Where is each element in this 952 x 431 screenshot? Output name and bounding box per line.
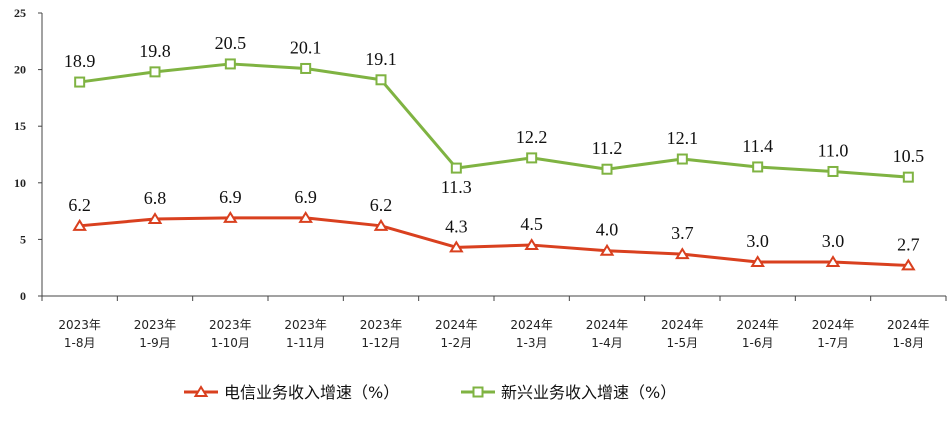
triangle-marker [901, 258, 916, 271]
x-tick-label-year: 2024年 [661, 318, 704, 332]
square-marker [827, 165, 839, 177]
square-marker [74, 76, 86, 88]
data-label: 20.1 [290, 37, 322, 57]
data-label: 3.0 [746, 231, 769, 251]
data-label: 11.2 [592, 138, 623, 158]
series-emerging-revenue: 18.9 19.8 20.5 20.1 19.1 11.3 12.2 11.2 12.1 11.4… [64, 33, 924, 197]
triangle-marker [72, 218, 87, 231]
series-line [79, 216, 909, 267]
square-marker [224, 58, 236, 70]
y-tick-label: 20 [14, 63, 26, 77]
data-label: 6.9 [294, 187, 317, 207]
x-tick-label-year: 2023年 [134, 318, 177, 332]
data-label: 4.3 [445, 216, 468, 236]
x-axis-ticks: 2023年 1-8月 2023年 1-9月 2023年 1-10月 2023年 1-11月 20… [41, 296, 947, 350]
y-tick-label: 10 [14, 176, 26, 190]
square-marker [149, 66, 161, 78]
data-label: 6.2 [68, 195, 91, 215]
triangle-marker [298, 210, 313, 223]
triangle-marker [373, 218, 389, 231]
x-tick-label-period: 1-8月 [893, 336, 925, 350]
legend-triangle-marker [193, 385, 209, 397]
square-marker [526, 152, 538, 164]
triangle-marker [599, 243, 615, 256]
triangle-marker [675, 247, 690, 260]
chart-legend: 电信业务收入增速（%） 新兴业务收入增速（%） [184, 383, 676, 402]
data-label: 2.7 [897, 234, 920, 254]
legend-square-marker [472, 386, 484, 398]
x-tick-label-year: 2024年 [736, 318, 779, 332]
legend-label: 电信业务收入增速（%） [224, 383, 399, 402]
data-label: 6.8 [144, 188, 167, 208]
data-label: 11.3 [441, 177, 472, 197]
square-marker [375, 74, 387, 86]
chart-series: 6.2 6.8 6.9 6.9 6.2 4.3 4.5 4.0 3.7 3.0 3.0 2.7 18.9… [64, 33, 924, 271]
data-label: 18.9 [64, 51, 96, 71]
data-label: 10.5 [893, 146, 925, 166]
data-label: 19.8 [139, 41, 171, 61]
data-label: 20.5 [215, 33, 247, 53]
triangle-marker [825, 255, 841, 268]
data-label: 12.1 [667, 128, 699, 148]
x-tick-label-year: 2023年 [209, 318, 252, 332]
triangle-marker [223, 210, 238, 223]
data-label: 12.2 [516, 127, 548, 147]
triangle-marker [449, 240, 464, 253]
legend-item-emerging: 新兴业务收入增速（%） [461, 383, 676, 402]
x-tick-label-period: 1-11月 [286, 336, 325, 350]
x-tick-label-period: 1-10月 [211, 336, 250, 350]
square-marker [752, 161, 764, 173]
x-tick-label-year: 2023年 [284, 318, 327, 332]
square-marker [450, 162, 462, 174]
x-tick-label-period: 1-2月 [441, 336, 473, 350]
legend-item-telecom: 电信业务收入增速（%） [184, 383, 399, 402]
data-label: 3.7 [671, 223, 694, 243]
y-tick-label: 0 [20, 289, 26, 303]
square-marker [676, 153, 688, 165]
square-marker [601, 163, 613, 175]
data-label: 4.0 [596, 220, 619, 240]
y-tick-label: 5 [20, 232, 26, 246]
x-tick-label-period: 1-7月 [817, 336, 849, 350]
triangle-marker [750, 255, 765, 268]
data-label: 6.9 [219, 187, 242, 207]
x-tick-label-period: 1-3月 [516, 336, 548, 350]
x-tick-label-period: 1-8月 [64, 336, 96, 350]
x-tick-label-period: 1-5月 [667, 336, 699, 350]
x-tick-label-year: 2024年 [887, 318, 930, 332]
legend-label: 新兴业务收入增速（%） [501, 383, 676, 402]
triangle-marker [524, 238, 539, 251]
data-label: 6.2 [370, 195, 393, 215]
x-tick-label-period: 1-9月 [139, 336, 171, 350]
data-label: 11.0 [818, 140, 849, 160]
square-marker [902, 171, 914, 183]
chart-axes [41, 13, 946, 297]
x-tick-label-year: 2023年 [58, 318, 101, 332]
series-line [79, 62, 909, 179]
y-axis-ticks: 0 5 10 15 20 25 [14, 6, 42, 303]
x-tick-label-year: 2024年 [812, 318, 855, 332]
data-label: 3.0 [822, 231, 845, 251]
x-tick-label-year: 2024年 [510, 318, 553, 332]
square-marker [300, 62, 312, 74]
data-label: 11.4 [742, 136, 773, 156]
y-tick-label: 25 [14, 6, 26, 20]
triangle-marker [147, 212, 163, 225]
x-tick-label-year: 2024年 [435, 318, 478, 332]
x-tick-label-period: 1-12月 [361, 336, 400, 350]
data-label: 4.5 [520, 214, 543, 234]
x-tick-label-period: 1-4月 [591, 336, 623, 350]
series-telecom-revenue: 6.2 6.8 6.9 6.9 6.2 4.3 4.5 4.0 3.7 3.0 3.0 2.7 [68, 187, 920, 271]
data-label: 19.1 [365, 49, 397, 69]
x-tick-label-year: 2024年 [586, 318, 629, 332]
x-tick-label-period: 1-6月 [742, 336, 774, 350]
y-tick-label: 15 [14, 119, 26, 133]
x-tick-label-year: 2023年 [360, 318, 403, 332]
